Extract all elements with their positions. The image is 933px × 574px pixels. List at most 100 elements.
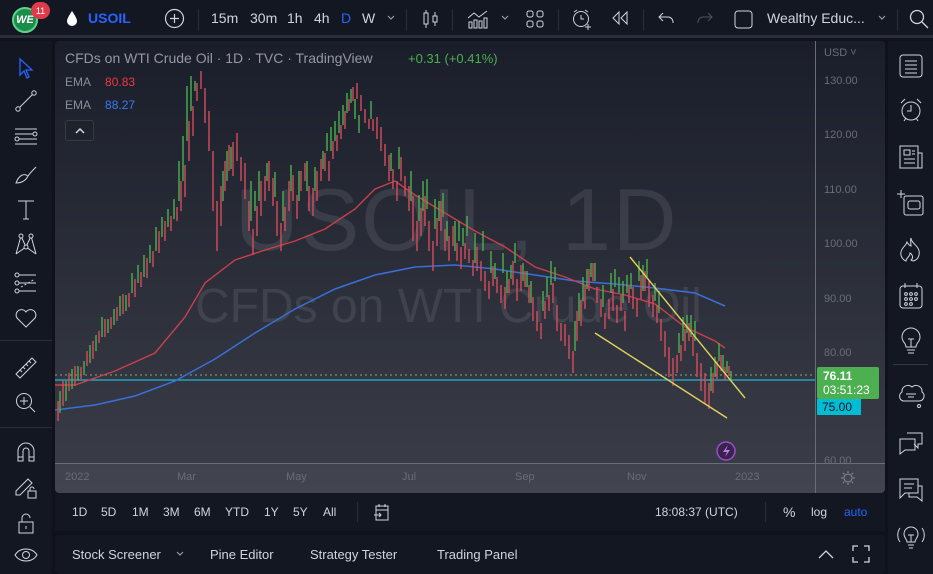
- forecast-icon[interactable]: [13, 270, 39, 296]
- tab-pine-editor[interactable]: Pine Editor: [210, 547, 274, 562]
- price-tick: 80.00: [824, 347, 852, 359]
- lock-drawings-icon[interactable]: [13, 474, 39, 500]
- chevron-up-icon[interactable]: [817, 548, 835, 560]
- interval-15m[interactable]: 15m: [211, 10, 239, 26]
- log-toggle[interactable]: log: [811, 505, 828, 519]
- drawing-toolbar: [0, 41, 52, 574]
- add-watchlist-icon[interactable]: [897, 189, 925, 217]
- range-6m[interactable]: 6M: [194, 505, 211, 519]
- range-5d[interactable]: 5D: [101, 505, 117, 519]
- chart-pane[interactable]: USOIL, 1D CFDs on WTI Crude Oil CFDs on …: [55, 41, 885, 493]
- layout-checkbox-icon[interactable]: [734, 10, 753, 29]
- text-icon[interactable]: [13, 197, 39, 223]
- price-scale[interactable]: USD ˅ 130.00 120.00 110.00 100.00 90.00 …: [815, 41, 885, 467]
- interval-d[interactable]: D: [341, 10, 352, 26]
- interval-30m[interactable]: 30m: [250, 10, 278, 26]
- alert-clock-icon[interactable]: [571, 8, 593, 30]
- price-plot: [55, 71, 815, 461]
- maximize-icon[interactable]: [852, 545, 870, 563]
- range-1m[interactable]: 1M: [132, 505, 149, 519]
- ideas-lightbulb-icon[interactable]: [897, 327, 925, 355]
- chevron-down-icon[interactable]: [175, 548, 185, 558]
- pattern-icon[interactable]: [13, 232, 39, 258]
- ruler-icon[interactable]: [13, 355, 39, 381]
- search-icon[interactable]: [909, 9, 929, 29]
- alarm-clock-icon[interactable]: [897, 96, 925, 124]
- range-bar: 1D 5D 1M 3M 6M YTD 1Y 5Y All 18:08:37 (U…: [55, 493, 885, 531]
- horizontal-lines-icon[interactable]: [13, 124, 39, 150]
- price-tick: 130.00: [824, 75, 858, 87]
- watchlist-icon[interactable]: [897, 52, 925, 80]
- compare-add-icon[interactable]: [164, 8, 185, 29]
- tab-strategy-tester[interactable]: Strategy Tester: [310, 547, 398, 562]
- brush-icon[interactable]: [13, 161, 39, 187]
- range-3m[interactable]: 3M: [163, 505, 180, 519]
- last-price-label: 76.11 03:51:23: [817, 367, 879, 399]
- time-scale[interactable]: 2022 Mar May Jul Sep Nov 2023: [55, 463, 885, 493]
- streams-lightbulb-icon[interactable]: [897, 522, 925, 550]
- top-toolbar: WE 11 USOIL 15m 30m 1h 4h D W Wealt: [0, 0, 933, 38]
- eye-icon[interactable]: [13, 543, 39, 569]
- price-tick: 90.00: [824, 293, 852, 305]
- interval-1h[interactable]: 1h: [287, 10, 303, 26]
- ema-legend-red[interactable]: EMA 80.83: [65, 75, 135, 89]
- range-ytd[interactable]: YTD: [225, 505, 249, 519]
- price-change: +0.31 (+0.41%): [408, 51, 498, 66]
- tab-trading-panel[interactable]: Trading Panel: [437, 547, 518, 562]
- range-1d[interactable]: 1D: [72, 505, 88, 519]
- news-icon[interactable]: [897, 143, 925, 171]
- range-5y[interactable]: 5Y: [293, 505, 308, 519]
- candles-icon[interactable]: [422, 9, 440, 29]
- auto-toggle[interactable]: auto: [844, 505, 868, 519]
- trend-line-icon[interactable]: [13, 88, 39, 114]
- price-tick: 110.00: [824, 184, 857, 196]
- unlock-icon[interactable]: [13, 510, 39, 536]
- goto-date-icon[interactable]: [373, 503, 389, 521]
- hotlist-flame-icon[interactable]: [897, 236, 925, 264]
- settings-gear-icon[interactable]: [840, 470, 856, 486]
- collapse-legend-button[interactable]: [65, 120, 94, 141]
- range-all[interactable]: All: [323, 505, 337, 519]
- undo-icon[interactable]: [658, 11, 674, 25]
- horizontal-line-label: 75.00: [817, 399, 861, 415]
- redo-icon[interactable]: [697, 11, 713, 25]
- messages-icon[interactable]: [897, 476, 925, 504]
- calendar-icon[interactable]: [897, 282, 925, 310]
- layout-name-button[interactable]: Wealthy Educ...: [767, 10, 865, 26]
- cursor-icon[interactable]: [13, 55, 39, 81]
- symbol-search-button[interactable]: USOIL: [88, 10, 131, 26]
- indicators-icon[interactable]: [467, 9, 489, 29]
- chevron-down-icon[interactable]: [500, 12, 510, 22]
- percent-toggle[interactable]: %: [783, 504, 796, 520]
- zoom-in-icon[interactable]: [13, 390, 39, 416]
- tab-stock-screener[interactable]: Stock Screener: [72, 547, 161, 562]
- ema-label: EMA: [65, 75, 92, 89]
- range-1y[interactable]: 1Y: [264, 505, 279, 519]
- price-tick: 60.00: [824, 455, 852, 467]
- notification-badge: 11: [31, 2, 50, 19]
- interval-4h[interactable]: 4h: [314, 10, 330, 26]
- magnet-icon[interactable]: [13, 439, 39, 465]
- utc-clock[interactable]: 18:08:37 (UTC): [655, 505, 738, 519]
- replay-icon[interactable]: [611, 11, 629, 25]
- chart-title: CFDs on WTI Crude Oil · 1D · TVC · Tradi…: [65, 50, 373, 66]
- ema-label: EMA: [65, 98, 92, 112]
- ema-legend-blue[interactable]: EMA 88.27: [65, 98, 135, 112]
- chats-icon[interactable]: [897, 429, 925, 457]
- heart-icon[interactable]: [13, 305, 39, 331]
- layouts-grid-icon[interactable]: [526, 10, 544, 28]
- bottom-panel-tabs: Stock Screener Pine Editor Strategy Test…: [55, 535, 885, 574]
- interval-w[interactable]: W: [362, 10, 376, 26]
- time-tick: Sep: [515, 471, 535, 483]
- time-tick: Mar: [177, 471, 196, 483]
- price-tick: 100.00: [824, 238, 858, 250]
- time-tick: May: [286, 471, 307, 483]
- candlesticks: [57, 71, 732, 421]
- ema-value: 80.83: [105, 75, 136, 89]
- chevron-down-icon[interactable]: [877, 12, 887, 22]
- minds-cloud-icon[interactable]: [897, 381, 925, 409]
- time-tick: 2023: [735, 471, 760, 483]
- time-tick: Nov: [627, 471, 647, 483]
- currency-selector[interactable]: USD ˅: [824, 47, 857, 59]
- chevron-down-icon[interactable]: [386, 12, 396, 22]
